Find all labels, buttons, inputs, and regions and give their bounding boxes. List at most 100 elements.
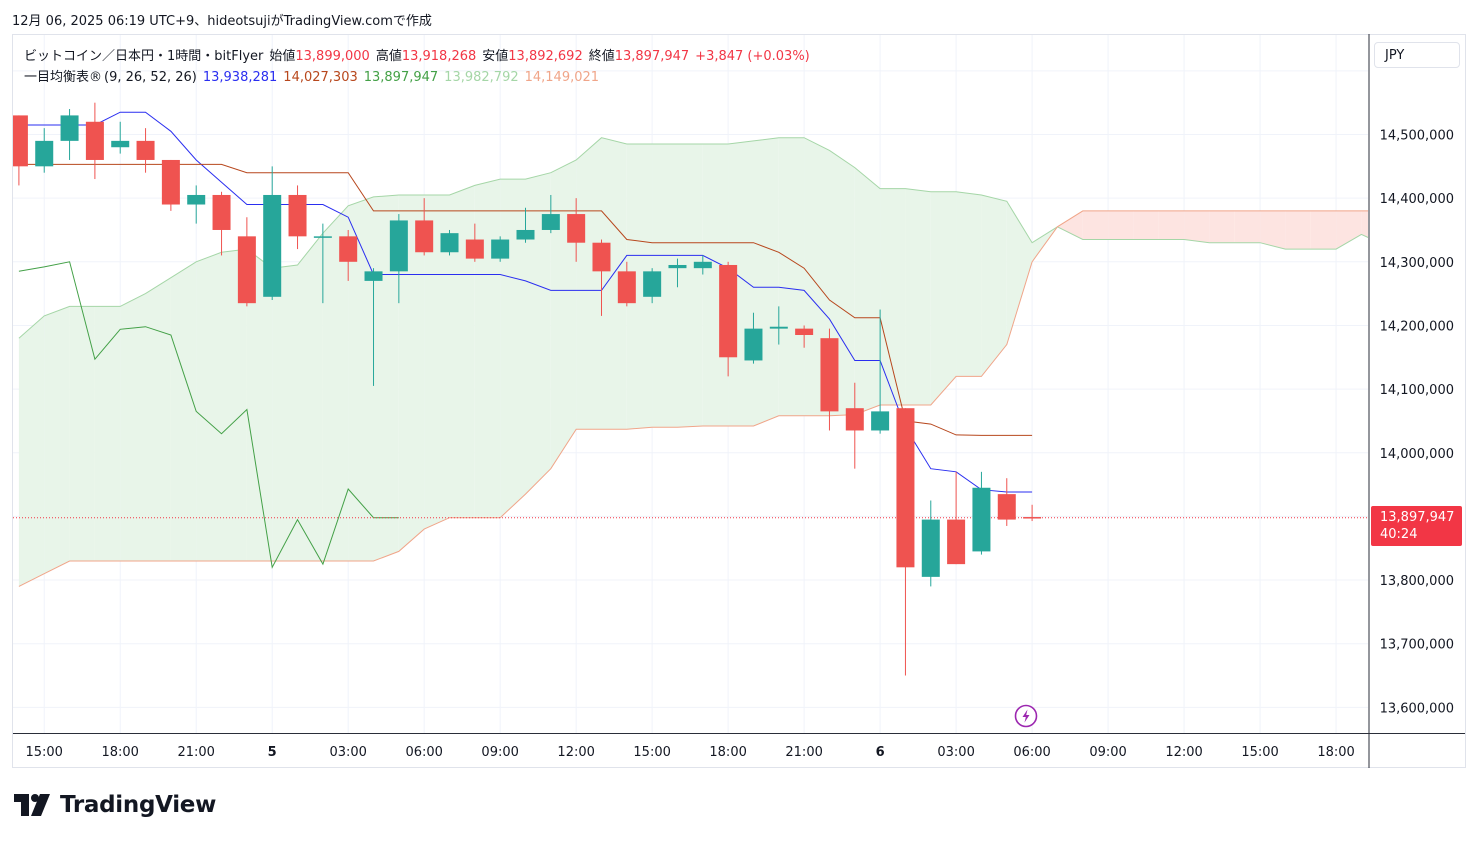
cloud-segment xyxy=(474,179,501,518)
chart-frame xyxy=(12,34,1466,768)
cloud-segment xyxy=(1412,211,1437,246)
candle xyxy=(389,214,408,304)
cloud-segment xyxy=(778,137,805,416)
y-tick-label: 14,200,000 xyxy=(1380,319,1454,334)
candle-body xyxy=(617,271,636,304)
senkou-span-b-line xyxy=(18,210,1368,587)
cloud-segment xyxy=(94,306,121,561)
candle-body xyxy=(769,326,788,329)
ichimoku-cloud xyxy=(18,137,1479,587)
cloud-segment xyxy=(1387,211,1412,246)
candle-body xyxy=(415,220,434,253)
candle-body xyxy=(719,264,738,358)
candle-body xyxy=(567,214,586,243)
candle-body xyxy=(972,487,991,552)
candle-body xyxy=(389,220,408,272)
candle-body xyxy=(339,236,358,262)
candle-body xyxy=(820,338,839,412)
candle xyxy=(288,185,307,250)
candle xyxy=(313,223,332,304)
candle xyxy=(972,471,991,555)
y-tick-label: 13,600,000 xyxy=(1380,701,1454,716)
cloud-segment xyxy=(44,306,70,574)
cloud-segment xyxy=(246,249,273,561)
y-tick-label: 14,300,000 xyxy=(1380,256,1454,271)
cloud-segment xyxy=(398,195,425,552)
cloud-segment xyxy=(449,185,475,518)
last-price-value: 13,897,947 xyxy=(1380,510,1455,525)
y-tick-label: 14,000,000 xyxy=(1380,447,1454,462)
cloud-segment xyxy=(1133,210,1159,240)
tradingview-logo-icon xyxy=(14,794,50,816)
tradingview-logo[interactable]: TradingView xyxy=(14,792,216,818)
cloud-segment xyxy=(1057,210,1083,240)
kijun-value: 14,027,303 xyxy=(283,70,358,85)
low-label: 安値 xyxy=(482,49,509,64)
candle-body xyxy=(237,236,256,304)
cloud-segment xyxy=(652,144,678,428)
candle xyxy=(13,115,28,186)
candle xyxy=(795,325,814,348)
candle xyxy=(617,261,636,307)
cloud-segment xyxy=(1108,210,1134,240)
candle xyxy=(769,306,788,345)
candle xyxy=(212,191,231,256)
x-tick-label: 15:00 xyxy=(1241,745,1278,760)
candle-body xyxy=(516,229,535,240)
candle xyxy=(60,109,79,160)
candle xyxy=(1023,504,1042,522)
cloud-segment xyxy=(1463,211,1479,262)
candle-body xyxy=(35,140,54,167)
bar-countdown: 40:24 xyxy=(1380,527,1418,542)
x-tick-label: 09:00 xyxy=(481,745,518,760)
close-value: 13,897,947 xyxy=(614,49,690,64)
open-label: 始値 xyxy=(269,49,296,64)
cloud-segment xyxy=(880,188,906,405)
indicator-params: (9, 26, 52, 26) xyxy=(104,70,197,85)
candle-body xyxy=(313,236,332,238)
high-value: 13,918,268 xyxy=(401,49,477,64)
cloud-segment xyxy=(1209,210,1235,243)
candle xyxy=(541,194,560,234)
cloud-segment xyxy=(1260,210,1286,250)
cloud-segment xyxy=(626,144,653,430)
currency-button[interactable]: JPY xyxy=(1374,42,1460,68)
cloud-segment xyxy=(1361,210,1368,238)
cloud-segment xyxy=(196,252,222,562)
x-tick-label: 5 xyxy=(268,745,277,760)
x-tick-label: 03:00 xyxy=(329,745,366,760)
x-tick-label: 15:00 xyxy=(25,745,62,760)
indicator-name: 一目均衡表® xyxy=(24,70,103,85)
cloud-segment xyxy=(1310,210,1337,250)
candle-body xyxy=(896,408,915,568)
candle-body xyxy=(263,194,282,297)
candle xyxy=(744,312,763,364)
candle xyxy=(111,121,130,154)
candle xyxy=(237,217,256,307)
candle-body xyxy=(288,194,307,237)
candle xyxy=(643,268,662,304)
close-label: 終値 xyxy=(588,49,615,64)
candles xyxy=(13,102,1042,676)
candle-body xyxy=(440,233,459,253)
candle xyxy=(693,255,712,275)
candle-body xyxy=(187,194,206,205)
x-tick-label: 18:00 xyxy=(1317,745,1354,760)
cloud-segment xyxy=(601,137,627,430)
candle-body xyxy=(465,239,484,259)
candle xyxy=(187,185,206,224)
x-tick-label: 06:00 xyxy=(1013,745,1050,760)
lightning-icon[interactable] xyxy=(1014,704,1038,728)
candle-body xyxy=(13,115,28,167)
candle-body xyxy=(212,194,231,230)
cloud-segment xyxy=(272,265,298,561)
cloud-segment xyxy=(1336,210,1362,250)
candle-body xyxy=(364,271,383,281)
candle-body xyxy=(541,214,560,230)
cloud-segment xyxy=(170,261,197,561)
candle xyxy=(364,268,383,386)
cloud-segment xyxy=(1437,211,1462,246)
candle xyxy=(896,408,915,676)
cloud-segment xyxy=(1234,210,1261,243)
